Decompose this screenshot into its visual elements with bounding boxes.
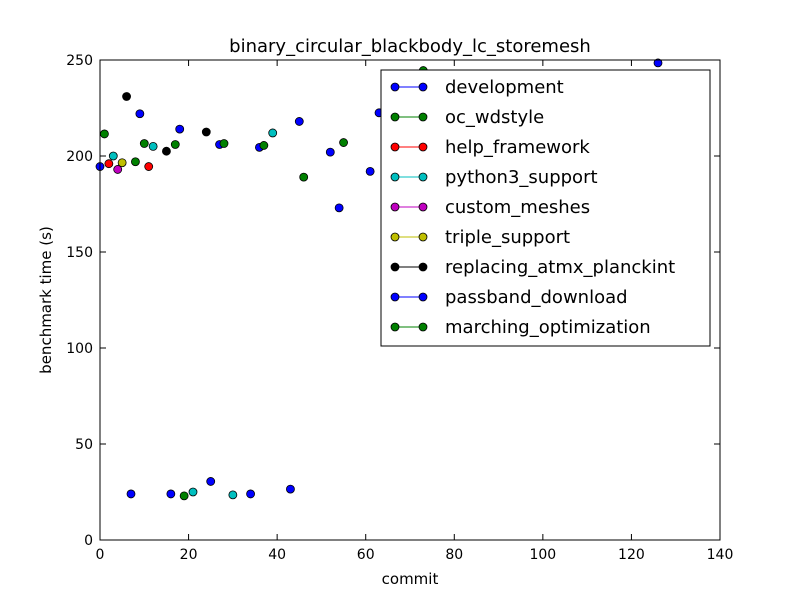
legend-marker-development (418, 82, 428, 92)
data-point-help_framework-0 (104, 159, 114, 169)
legend-label-triple_support: triple_support (445, 227, 570, 248)
data-point-development-11 (325, 147, 335, 157)
x-tick-label: 120 (618, 547, 645, 563)
legend-marker-passband_download (390, 292, 400, 302)
y-tick-label: 50 (75, 437, 93, 453)
data-point-oc_wdstyle-5 (219, 139, 229, 148)
x-tick-label: 0 (96, 547, 105, 563)
legend-label-marching_optimization: marching_optimization (445, 317, 651, 338)
legend-marker-development (390, 82, 400, 92)
legend-marker-triple_support (418, 232, 428, 242)
data-point-oc_wdstyle-2 (139, 139, 149, 148)
data-point-development-12 (334, 203, 344, 213)
x-tick-label: 60 (357, 547, 375, 563)
legend-label-replacing_atmx_planckint: replacing_atmx_planckint (445, 257, 675, 278)
data-point-oc_wdstyle-4 (179, 491, 189, 501)
data-point-oc_wdstyle-8 (339, 138, 348, 147)
y-axis-title: benchmark time (s) (37, 226, 55, 374)
y-tick-label: 0 (84, 533, 93, 549)
data-point-development-13 (365, 166, 375, 176)
legend-marker-python3_support (418, 172, 428, 182)
legend-marker-oc_wdstyle (390, 112, 400, 122)
legend-marker-custom_meshes (390, 202, 400, 212)
data-point-oc_wdstyle-6 (259, 141, 269, 150)
legend-box (380, 69, 711, 347)
data-point-python3_support-0 (108, 151, 118, 161)
legend-marker-python3_support (390, 172, 400, 182)
data-point-oc_wdstyle-3 (170, 140, 180, 149)
legend-marker-oc_wdstyle (418, 112, 428, 122)
data-point-development-4 (175, 124, 185, 134)
legend: development oc_wdstyle help_frameworkpytho… (380, 69, 711, 347)
legend-marker-marching_optimization (418, 322, 428, 332)
data-point-development-2 (135, 109, 145, 119)
legend-label-development: development (445, 77, 564, 98)
data-point-replacing_atmx_planckint-1 (162, 146, 171, 156)
legend-marker-help_framework (418, 142, 428, 152)
data-point-development-15 (653, 58, 663, 68)
legend-marker-custom_meshes (418, 202, 428, 212)
x-axis-title: commit (382, 570, 439, 588)
data-point-help_framework-1 (144, 162, 154, 171)
x-tick-label: 40 (268, 547, 286, 563)
data-point-oc_wdstyle-1 (131, 157, 140, 167)
legend-label-python3_support: python3_support (445, 167, 598, 188)
data-point-python3_support-2 (188, 487, 198, 497)
data-point-triple_support-0 (117, 158, 127, 168)
data-point-development-5 (206, 477, 216, 486)
plot-frame (99, 59, 721, 541)
legend-marker-help_framework (390, 142, 400, 152)
data-point-development-1 (126, 489, 136, 499)
legend-label-custom_meshes: custom_meshes (445, 197, 590, 218)
legend-marker-passband_download (418, 292, 428, 302)
data-point-custom_meshes-0 (113, 165, 123, 174)
data-point-replacing_atmx_planckint-2 (201, 127, 211, 137)
data-point-replacing_atmx_planckint-0 (122, 92, 131, 101)
plot-points (95, 58, 663, 501)
legend-label-help_framework: help_framework (445, 137, 590, 158)
data-point-python3_support-1 (148, 141, 158, 151)
data-point-python3_support-4 (268, 128, 278, 138)
legend-label-passband_download: passband_download (445, 287, 628, 308)
y-tick-label: 150 (66, 245, 93, 261)
data-point-development-3 (166, 489, 176, 499)
x-tick-label: 100 (529, 547, 556, 563)
data-point-development-9 (286, 484, 295, 494)
y-tick-label: 100 (66, 341, 93, 357)
data-point-oc_wdstyle-0 (100, 129, 109, 139)
y-tick-label: 200 (66, 149, 93, 165)
legend-marker-replacing_atmx_planckint (418, 262, 428, 272)
data-point-oc_wdstyle-7 (299, 172, 309, 182)
x-tick-label: 140 (707, 547, 734, 563)
data-point-development-10 (294, 117, 304, 126)
x-tick-label: 20 (180, 547, 198, 563)
chart-title: binary_circular_blackbody_lc_storemesh (229, 36, 591, 57)
legend-label-oc_wdstyle: oc_wdstyle (445, 107, 544, 128)
y-tick-label: 250 (66, 53, 93, 69)
legend-marker-marching_optimization (390, 322, 400, 332)
legend-marker-replacing_atmx_planckint (390, 262, 400, 272)
data-point-python3_support-3 (228, 490, 238, 500)
x-tick-label: 80 (445, 547, 463, 563)
data-point-development-7 (246, 489, 255, 499)
axis-ticks: 0 20 40 60 80 100 120 140 0 50 100 150 200 250 (66, 53, 733, 563)
legend-marker-triple_support (390, 232, 400, 242)
